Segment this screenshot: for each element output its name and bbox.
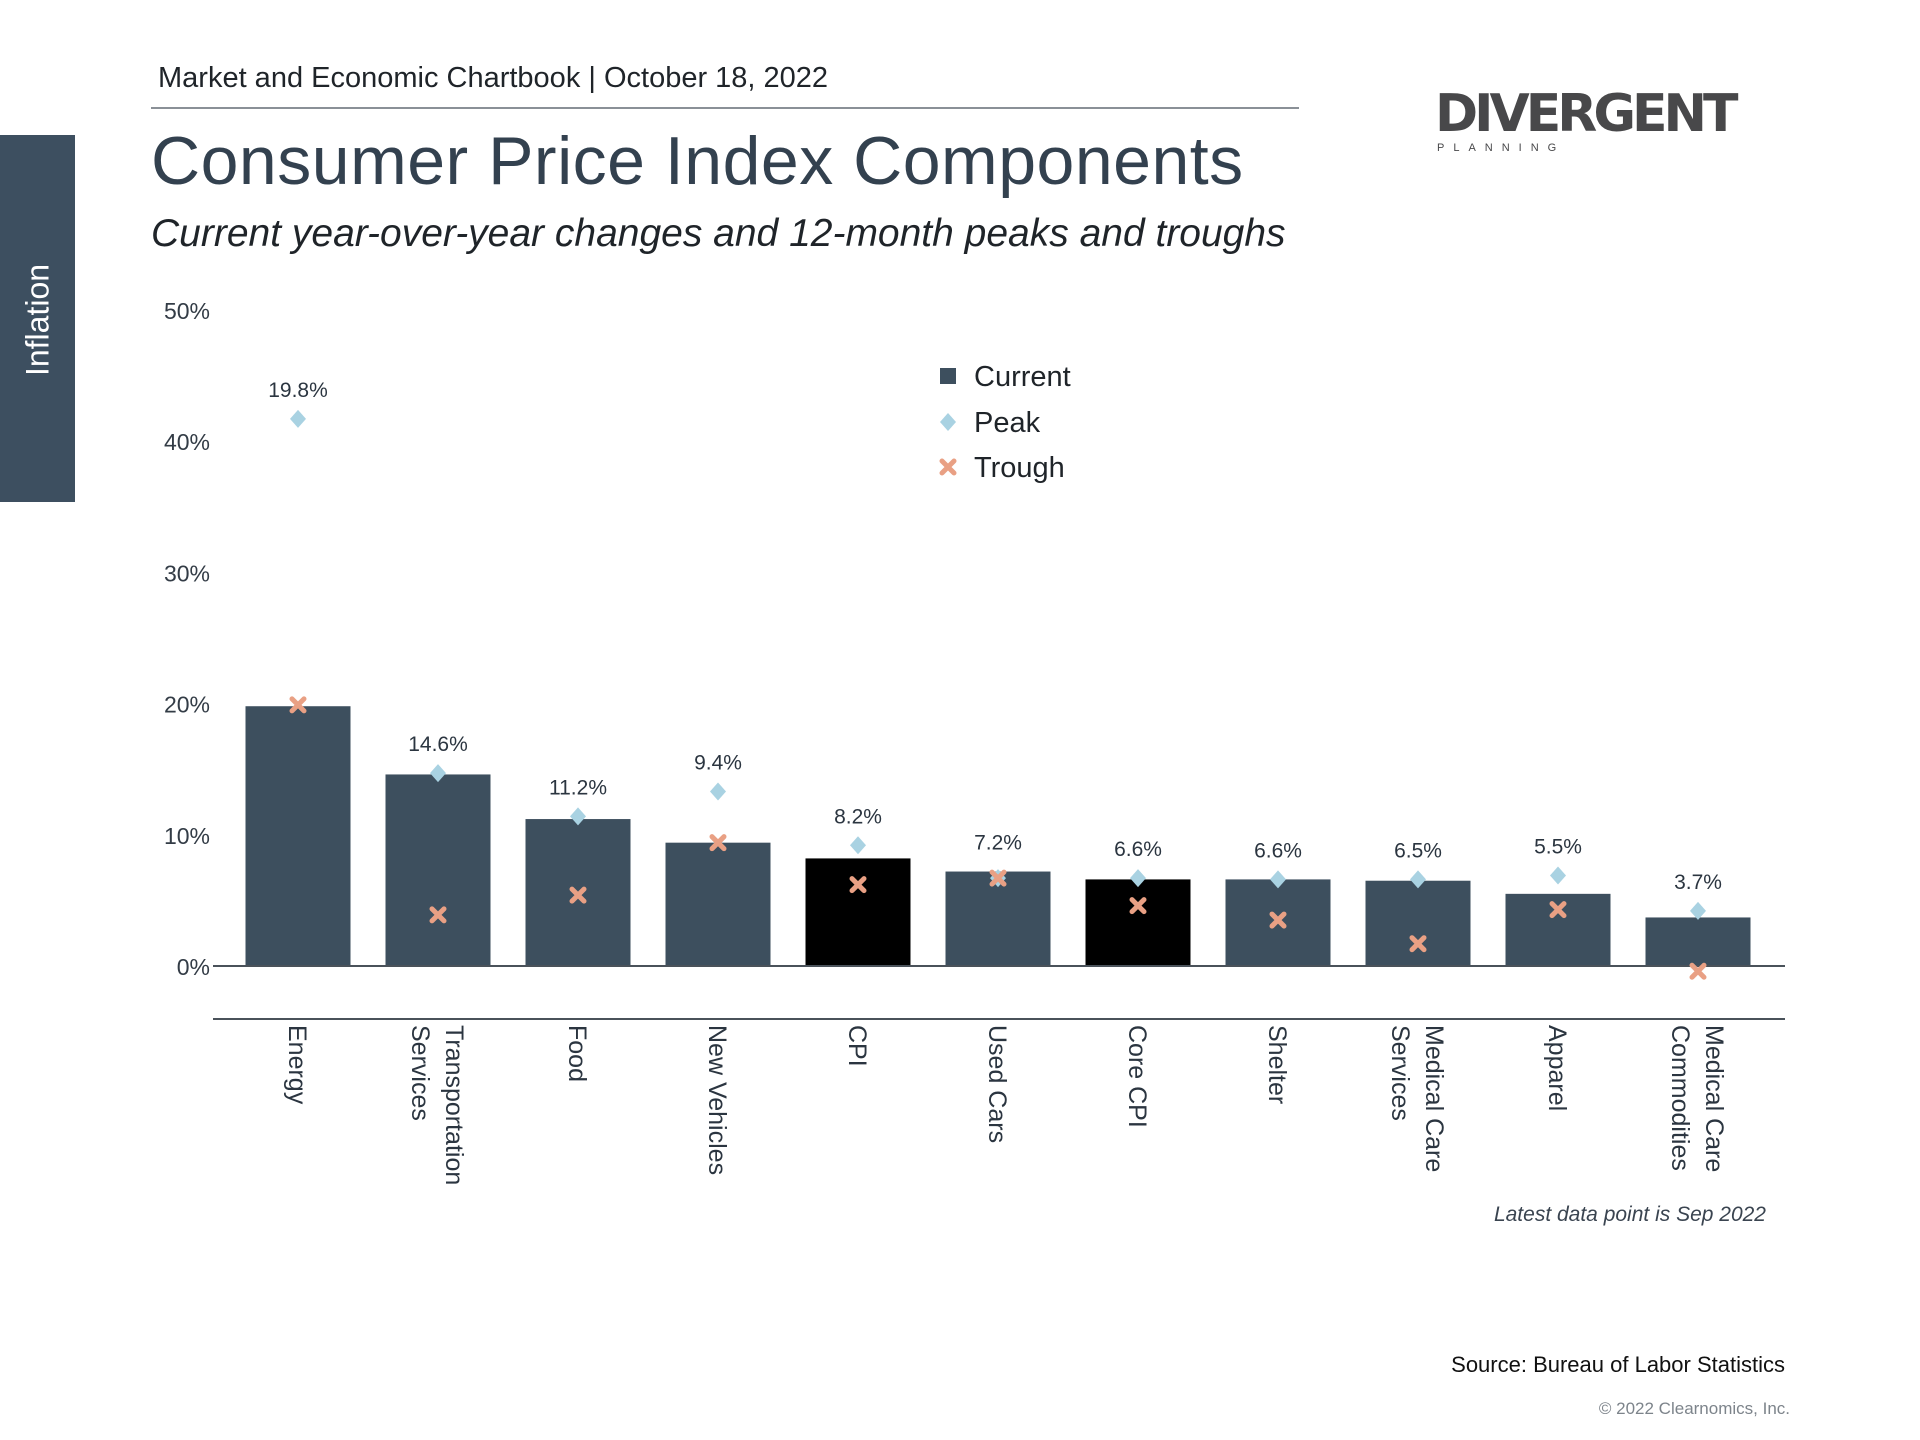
bar-current — [1505, 893, 1611, 966]
category-label: Transportation — [440, 1025, 468, 1185]
trough-marker — [849, 876, 867, 894]
trough-marker — [1689, 962, 1707, 980]
peak-marker — [710, 782, 726, 801]
category-label: Used Cars — [983, 1025, 1011, 1143]
peak-marker — [1130, 869, 1146, 888]
trough-marker — [569, 886, 587, 904]
y-tick-label: 50% — [164, 298, 210, 324]
header-divider — [151, 107, 1299, 109]
bar-current — [385, 774, 491, 966]
source-text: Source: Bureau of Labor Statistics — [1451, 1352, 1785, 1377]
data-label: 6.5% — [1394, 839, 1442, 862]
data-label: 7.2% — [974, 832, 1022, 855]
bar-current — [1645, 917, 1751, 966]
data-label: 8.2% — [834, 805, 882, 828]
trough-marker — [1409, 935, 1427, 953]
category-label: Energy — [283, 1025, 311, 1105]
divergent-logo: DIVERGENT PLANNING — [1435, 84, 1739, 154]
data-label: 3.7% — [1674, 871, 1722, 894]
peak-marker — [430, 764, 446, 783]
bar-current — [245, 706, 351, 966]
page-title: Consumer Price Index Components — [151, 123, 1244, 199]
legend-peak-swatch — [940, 413, 956, 431]
data-label: 14.6% — [408, 733, 468, 756]
bar-current — [945, 871, 1051, 966]
data-label: 5.5% — [1534, 835, 1582, 858]
peak-marker — [1550, 866, 1566, 885]
peak-marker — [570, 807, 586, 826]
trough-marker — [989, 869, 1007, 887]
chart-note: Latest data point is Sep 2022 — [1493, 1203, 1766, 1226]
trough-marker — [1129, 897, 1147, 915]
section-tab: Inflation — [0, 135, 75, 502]
bar-current — [805, 858, 911, 966]
data-label: 11.2% — [549, 776, 607, 799]
trough-marker — [1549, 901, 1567, 919]
data-label: 6.6% — [1254, 839, 1302, 862]
peak-marker — [1270, 870, 1286, 889]
copyright-text: © 2022 Clearnomics, Inc. — [1598, 1399, 1790, 1418]
legend-label: Trough — [974, 452, 1065, 484]
bar-current — [665, 842, 771, 966]
logo-sub: PLANNING — [1437, 142, 1566, 154]
trough-marker — [1269, 911, 1287, 929]
category-label: Services — [1386, 1025, 1414, 1121]
category-label: Food — [563, 1025, 591, 1082]
y-tick-label: 10% — [164, 823, 210, 849]
category-label: Medical Care — [1700, 1025, 1728, 1172]
trough-marker — [429, 906, 447, 924]
legend-current-swatch — [940, 368, 956, 384]
category-label: Core CPI — [1123, 1025, 1151, 1128]
data-label: 19.8% — [268, 379, 328, 402]
category-label: Medical Care — [1420, 1025, 1448, 1172]
legend-trough-swatch — [939, 458, 957, 476]
peak-marker — [850, 836, 866, 855]
page-subtitle: Current year-over-year changes and 12-mo… — [151, 212, 1286, 255]
legend-label: Peak — [974, 407, 1041, 439]
legend-label: Current — [974, 361, 1071, 393]
peak-marker — [1690, 901, 1706, 920]
category-label: Commodities — [1666, 1025, 1694, 1171]
category-label: Services — [406, 1025, 434, 1121]
bar-current — [1365, 880, 1471, 966]
data-label: 6.6% — [1114, 838, 1162, 861]
y-tick-label: 40% — [164, 429, 210, 455]
chartbook-header: Market and Economic Chartbook | October … — [158, 62, 829, 94]
data-label: 9.4% — [694, 752, 742, 775]
y-tick-label: 20% — [164, 692, 210, 718]
peak-marker — [290, 409, 306, 428]
category-label: CPI — [843, 1025, 871, 1067]
category-label: Shelter — [1263, 1025, 1291, 1104]
category-label: New Vehicles — [703, 1025, 731, 1175]
trough-marker — [709, 834, 727, 852]
bar-current — [1085, 879, 1191, 966]
y-tick-label: 0% — [177, 954, 210, 980]
trough-marker — [289, 696, 307, 714]
category-label: Apparel — [1543, 1025, 1571, 1111]
y-tick-label: 30% — [164, 560, 210, 586]
logo-word: DIVERGENT — [1435, 84, 1739, 144]
peak-marker — [1410, 870, 1426, 889]
